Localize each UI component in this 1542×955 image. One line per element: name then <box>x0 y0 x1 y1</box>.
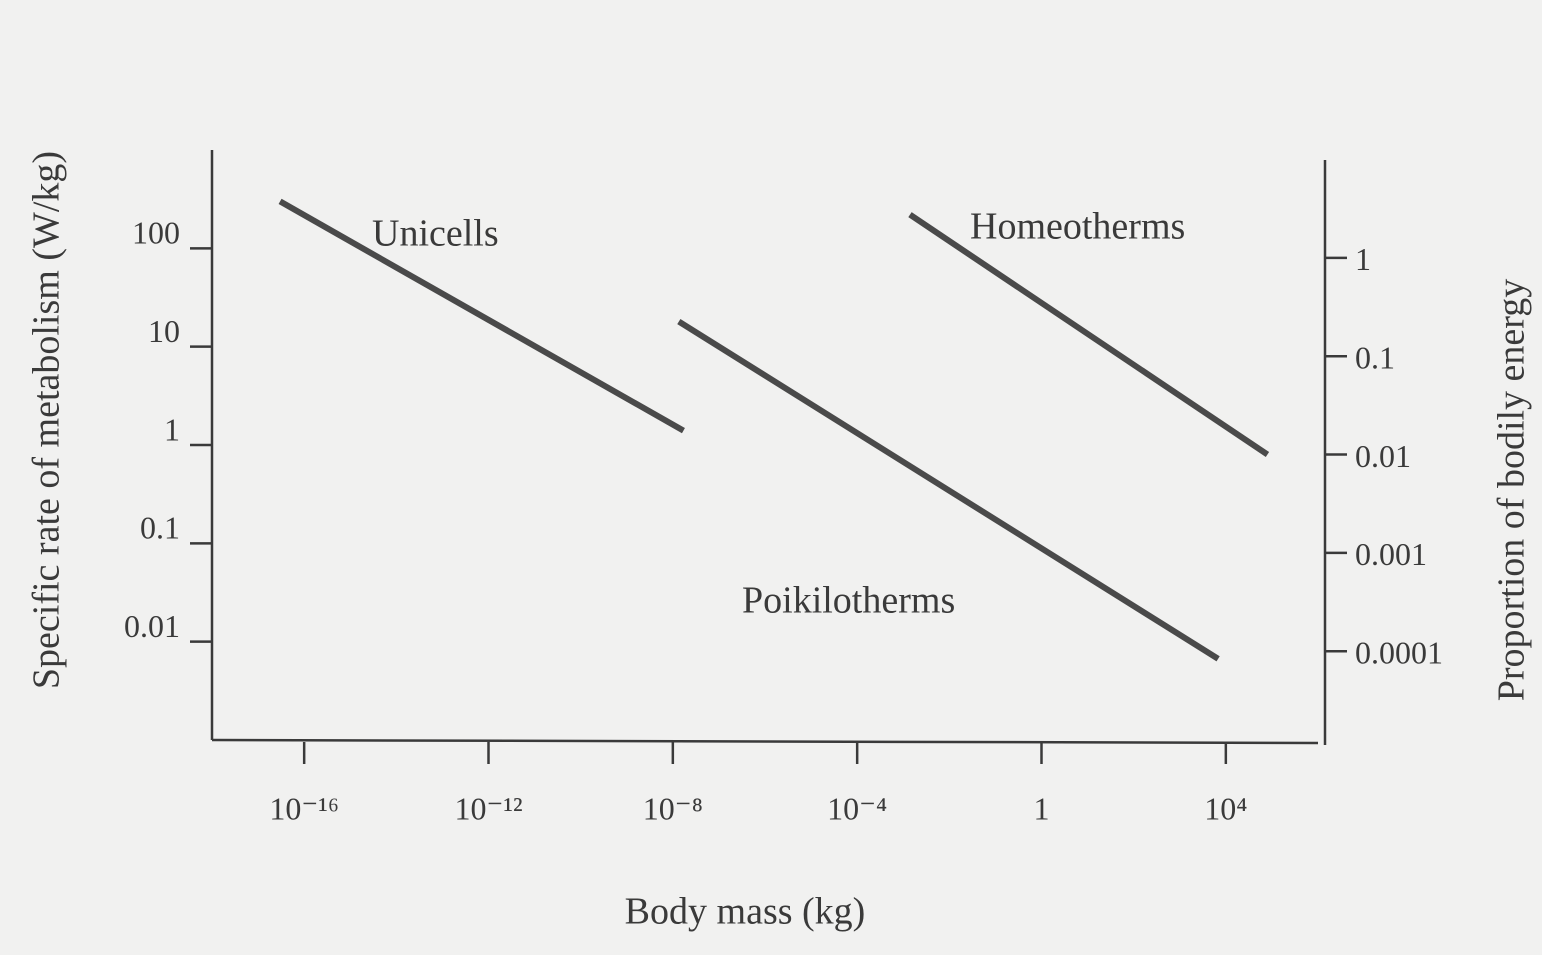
series-line <box>677 319 1220 662</box>
y-tick-label: 10 <box>148 313 180 349</box>
y-tick-label: 1 <box>164 411 180 447</box>
x-axis-label: Body mass (kg) <box>625 891 866 933</box>
x-tick-label: 10⁻¹⁶ <box>269 790 339 826</box>
series-label: Poikilotherms <box>742 580 955 622</box>
series-line <box>278 198 685 434</box>
y2-tick-label: 0.1 <box>1355 340 1395 376</box>
y-tick-label: 100 <box>132 215 180 251</box>
y2-tick-label: 0.0001 <box>1355 635 1443 671</box>
y2-tick-label: 1 <box>1355 241 1371 277</box>
y2-axis-label: Proportion of bodily energy <box>1491 279 1533 702</box>
y-tick-label: 0.01 <box>124 608 180 644</box>
y-axis-label: Specific rate of metabolism (W/kg) <box>26 151 68 689</box>
x-tick-label: 10⁴ <box>1204 790 1247 826</box>
x-tick-label: 10⁻⁴ <box>827 790 887 826</box>
y2-tick-label: 0.001 <box>1355 536 1427 572</box>
series-label: Unicells <box>372 213 499 255</box>
y2-tick-label: 0.01 <box>1355 438 1411 474</box>
x-tick-label: 1 <box>1034 790 1050 826</box>
series-label: Homeotherms <box>970 206 1185 248</box>
x-tick-label: 10⁻¹² <box>454 790 522 826</box>
y-tick-label: 0.1 <box>140 510 180 546</box>
x-axis <box>211 738 1319 745</box>
x-tick-label: 10⁻⁸ <box>643 790 703 826</box>
series-line <box>908 212 1270 458</box>
